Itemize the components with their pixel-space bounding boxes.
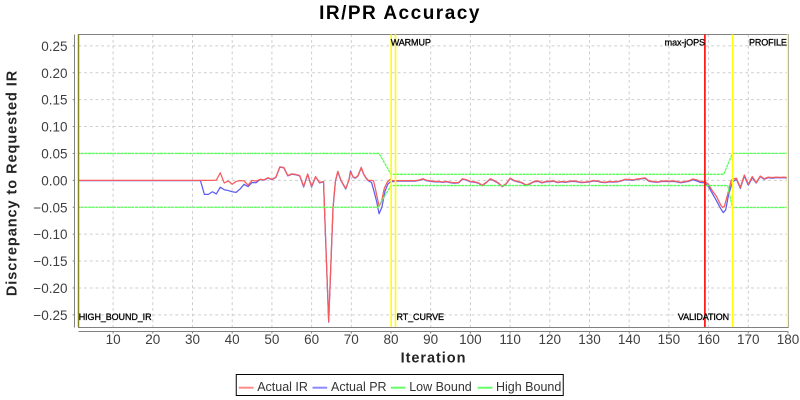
svg-text:50: 50 [264, 332, 279, 347]
svg-text:High Bound: High Bound [496, 380, 561, 394]
svg-text:Low Bound: Low Bound [409, 380, 472, 394]
svg-text:0.10: 0.10 [41, 120, 67, 135]
svg-text:130: 130 [578, 332, 601, 347]
svg-text:70: 70 [344, 332, 359, 347]
svg-text:150: 150 [658, 332, 681, 347]
svg-text:0.15: 0.15 [41, 93, 67, 108]
svg-text:100: 100 [459, 332, 482, 347]
svg-text:WARMUP: WARMUP [391, 37, 431, 47]
svg-text:60: 60 [304, 332, 319, 347]
svg-text:170: 170 [737, 332, 760, 347]
svg-text:Actual IR: Actual IR [257, 380, 308, 394]
svg-text:−0.25: −0.25 [33, 308, 67, 323]
svg-text:20: 20 [145, 332, 160, 347]
svg-text:0.00: 0.00 [41, 173, 67, 188]
svg-text:10: 10 [106, 332, 121, 347]
svg-text:−0.05: −0.05 [33, 200, 67, 215]
svg-text:VALIDATION: VALIDATION [678, 312, 729, 322]
svg-text:IR/PR Accuracy: IR/PR Accuracy [319, 3, 481, 24]
svg-text:PROFILE: PROFILE [749, 37, 787, 47]
svg-text:−0.10: −0.10 [33, 227, 67, 242]
svg-text:0.20: 0.20 [41, 66, 67, 81]
svg-text:Iteration: Iteration [401, 351, 467, 367]
svg-text:0.05: 0.05 [41, 146, 67, 161]
svg-text:Actual PR: Actual PR [331, 380, 387, 394]
svg-text:40: 40 [225, 332, 240, 347]
svg-text:0.25: 0.25 [41, 39, 67, 54]
svg-text:−0.15: −0.15 [33, 254, 67, 269]
svg-text:140: 140 [618, 332, 641, 347]
svg-text:110: 110 [499, 332, 521, 347]
svg-text:80: 80 [383, 332, 398, 347]
svg-text:−0.20: −0.20 [33, 281, 67, 296]
svg-text:120: 120 [539, 332, 562, 347]
svg-text:90: 90 [423, 332, 438, 347]
svg-text:160: 160 [697, 332, 720, 347]
svg-text:max-jOPS: max-jOPS [665, 37, 705, 47]
svg-text:180: 180 [777, 332, 800, 347]
svg-text:Discrepancy to Requested IR: Discrepancy to Requested IR [5, 70, 21, 296]
svg-text:RT_CURVE: RT_CURVE [397, 312, 444, 322]
svg-text:30: 30 [185, 332, 200, 347]
svg-text:HIGH_BOUND_IR: HIGH_BOUND_IR [79, 312, 152, 322]
